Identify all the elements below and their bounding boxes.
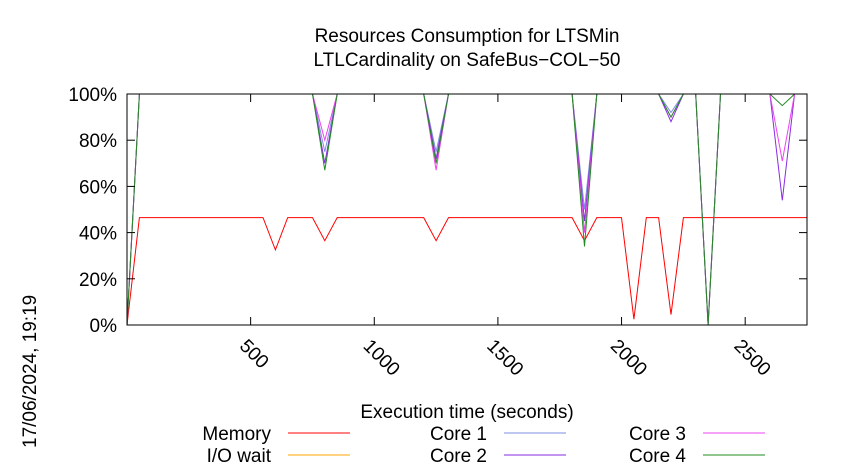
x-tick-label: 2500 [730,336,775,381]
y-tick-label: 40% [79,224,117,245]
y-tick-label: 20% [79,270,117,291]
series-line-core-3 [126,93,807,326]
legend-label: I/O wait [207,446,272,467]
x-tick-label: 1500 [482,336,527,381]
chart-title-line-2: LTLCardinality on SafeBus−COL−50 [314,50,621,71]
timestamp: 17/06/2024, 19:19 [20,295,41,448]
y-tick-label: 80% [79,131,117,152]
series-layer [126,93,807,326]
series-line-core-2 [126,93,807,326]
x-tick-label: 2000 [606,336,651,381]
chart-title-line-1: Resources Consumption for LTSMin [315,26,620,47]
legend-label: Core 1 [430,424,487,445]
x-axis-label: Execution time (seconds) [360,402,573,423]
series-line-core-4 [126,93,807,326]
x-tick-label: 500 [235,336,272,373]
legend-label: Core 4 [629,446,686,467]
legend-label: Core 3 [629,424,686,445]
y-tick-label: 100% [68,85,117,106]
plot-frame [126,93,808,326]
series-line-core-1 [126,93,807,326]
y-tick-label: 60% [79,177,117,198]
legend-label: Core 2 [430,446,487,467]
legend-label: Memory [202,424,271,445]
x-tick-label: 1000 [359,336,404,381]
y-tick-label: 0% [90,316,118,337]
axis-layer: 0% 20% 40% 60% 80% 100% 500 1000 1500 2000 2500 [68,85,807,380]
